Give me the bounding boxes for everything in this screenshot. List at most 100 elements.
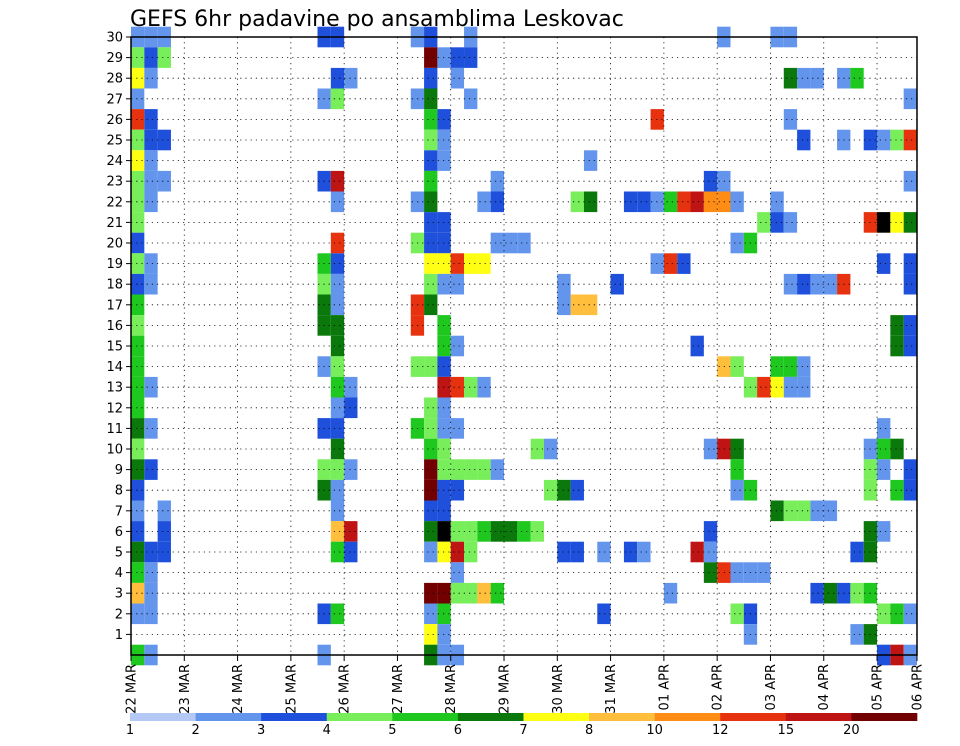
heatmap-cell: [703, 438, 718, 460]
heatmap-cell: [703, 541, 718, 563]
colorbar-label: 7: [519, 723, 527, 738]
heatmap-cell: [450, 335, 465, 357]
heatmap-cell: [663, 253, 678, 274]
heatmap-cell: [730, 356, 744, 377]
heatmap-cell: [903, 459, 917, 480]
heatmap-cell: [344, 521, 358, 542]
y-tick-label: 20: [106, 237, 123, 252]
heatmap-cell: [144, 253, 158, 274]
x-tick-label: 29 MAR: [498, 664, 513, 714]
y-tick-label: 13: [106, 381, 123, 396]
heatmap-cell: [783, 500, 798, 522]
heatmap-cell: [424, 212, 438, 233]
heatmap-cell: [477, 376, 491, 398]
heatmap-cell: [424, 294, 438, 316]
y-tick-label: 30: [106, 31, 123, 46]
y-tick-label: 16: [106, 319, 123, 334]
heatmap-cell: [131, 335, 145, 357]
heatmap-cell: [663, 582, 678, 604]
heatmap-cell: [783, 212, 798, 233]
heatmap-cell: [677, 253, 691, 274]
heatmap-cell: [877, 521, 891, 542]
heatmap-cell: [570, 479, 584, 501]
heatmap-cell: [490, 170, 505, 192]
heatmap-cell: [823, 500, 838, 522]
y-tick-label: 15: [106, 340, 123, 355]
heatmap-cell: [330, 376, 345, 398]
heatmap-cell: [690, 541, 704, 563]
heatmap-cell: [477, 459, 491, 480]
y-tick-label: 28: [106, 72, 123, 87]
heatmap-cell: [450, 418, 465, 439]
heatmap-cell: [877, 603, 891, 625]
heatmap-cell: [131, 397, 145, 419]
heatmap-cell: [770, 356, 784, 377]
heatmap-cell: [144, 170, 158, 192]
y-tick-label: 23: [106, 175, 123, 190]
heatmap-cell: [677, 191, 691, 213]
x-tick-label: 31 MAR: [604, 664, 619, 714]
heatmap-cell: [144, 459, 158, 480]
heatmap-cell: [797, 376, 811, 398]
colorbar-swatch: [326, 713, 393, 721]
heatmap-cell: [330, 541, 345, 563]
heatmap-cell: [770, 212, 784, 233]
heatmap-cell: [850, 624, 864, 645]
heatmap-cell: [783, 67, 798, 89]
heatmap-cell: [157, 129, 171, 151]
chart-title: GEFS 6hr padavine po ansamblima Leskovac: [130, 7, 624, 32]
heatmap-cell: [464, 253, 478, 274]
heatmap-cell: [890, 129, 904, 151]
x-tick-label: 23 MAR: [178, 664, 193, 714]
y-tick-label: 4: [115, 566, 123, 581]
heatmap-cell: [450, 479, 465, 501]
heatmap-cell: [131, 541, 145, 563]
heatmap-cell: [464, 541, 478, 563]
heatmap-cell: [144, 562, 158, 583]
heatmap-cell: [330, 459, 345, 480]
heatmap-cell: [131, 479, 145, 501]
y-tick-label: 2: [115, 607, 123, 622]
heatmap-cell: [424, 170, 438, 192]
x-tick-label: 04 APR: [817, 664, 832, 710]
heatmap-cell: [144, 109, 158, 130]
heatmap-cell: [570, 191, 584, 213]
y-tick-label: 26: [106, 113, 123, 128]
colorbar: 1 2 3 4 5 6 7 8 10 12 15 20: [126, 713, 918, 738]
colorbar-label: 3: [257, 723, 265, 738]
heatmap-cell: [490, 582, 505, 604]
heatmap-cell: [131, 376, 145, 398]
y-axis: 1234567891011121314151617181920212223242…: [106, 31, 131, 643]
heatmap-cell: [797, 500, 811, 522]
colorbar-label: 12: [712, 723, 729, 738]
heatmap-cell: [424, 47, 438, 68]
heatmap-cell: [543, 438, 558, 460]
heatmap-cell: [131, 129, 145, 151]
colorbar-swatch: [392, 713, 459, 721]
heatmap-cell: [330, 67, 345, 89]
heatmap-cell: [131, 294, 145, 316]
y-tick-label: 22: [106, 195, 123, 210]
x-tick-label: 27 MAR: [391, 664, 406, 714]
heatmap-cell: [903, 253, 917, 274]
heatmap-cell: [877, 253, 891, 274]
heatmap-cell: [783, 109, 798, 130]
heatmap-cell: [344, 67, 358, 89]
heatmap-cell: [424, 541, 438, 563]
heatmap-cell: [890, 603, 904, 625]
heatmap-cell: [450, 47, 465, 68]
heatmap-cell: [131, 459, 145, 480]
heatmap-cell: [330, 356, 345, 377]
x-tick-label: 03 APR: [764, 664, 779, 710]
heatmap-cell: [903, 212, 917, 233]
heatmap-cell: [131, 500, 145, 522]
heatmap-cell: [330, 438, 345, 460]
heatmap-cell: [557, 479, 571, 501]
heatmap-cell: [424, 582, 438, 604]
heatmap-cell: [877, 212, 891, 233]
heatmap-cell: [144, 273, 158, 295]
colorbar-label: 8: [585, 723, 593, 738]
heatmap-cell: [783, 273, 798, 295]
y-tick-label: 24: [106, 154, 123, 169]
heatmap-cell: [464, 582, 478, 604]
